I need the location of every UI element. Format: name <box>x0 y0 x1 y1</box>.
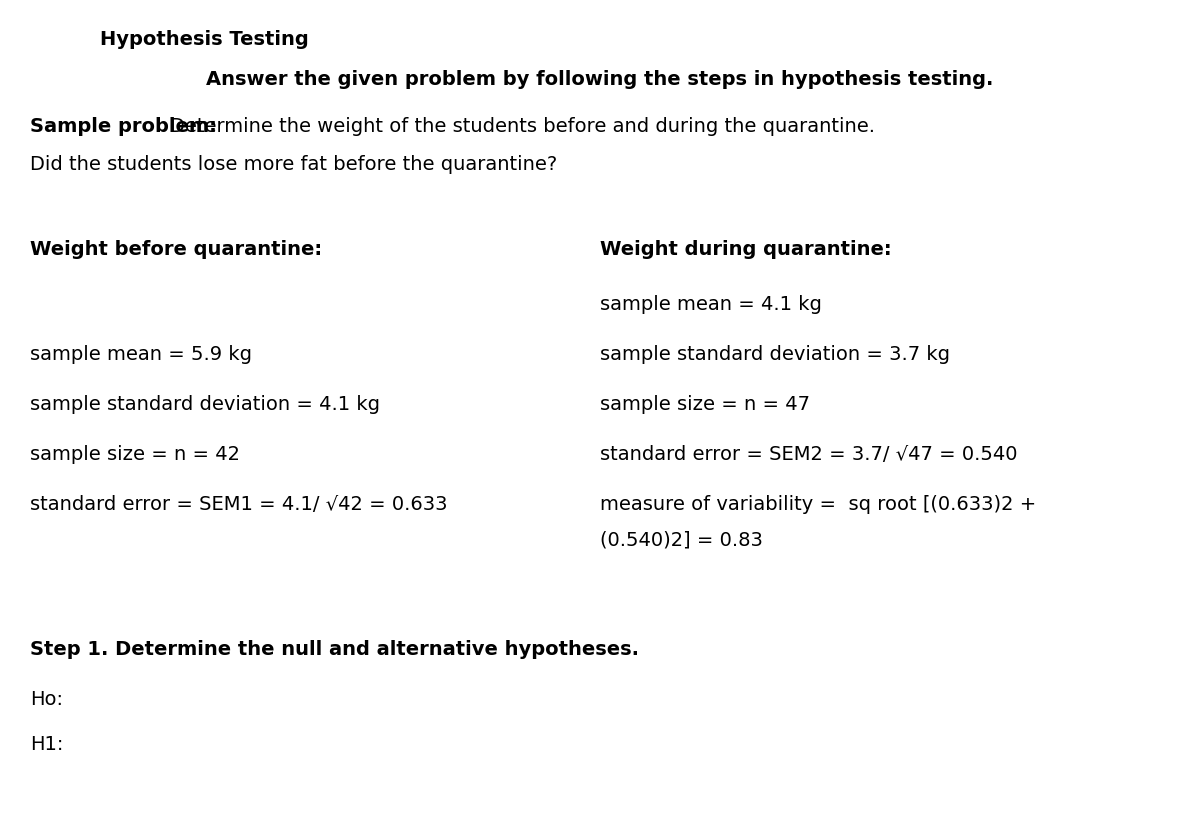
Text: sample size = n = 42: sample size = n = 42 <box>30 445 240 464</box>
Text: Hypothesis Testing: Hypothesis Testing <box>100 30 308 49</box>
Text: H1:: H1: <box>30 735 64 754</box>
Text: sample standard deviation = 4.1 kg: sample standard deviation = 4.1 kg <box>30 395 380 414</box>
Text: Determine the weight of the students before and during the quarantine.: Determine the weight of the students bef… <box>170 117 875 136</box>
Text: Weight before quarantine:: Weight before quarantine: <box>30 240 322 259</box>
Text: (0.540)2] = 0.83: (0.540)2] = 0.83 <box>600 530 763 549</box>
Text: Weight during quarantine:: Weight during quarantine: <box>600 240 892 259</box>
Text: Sample problem:: Sample problem: <box>30 117 217 136</box>
Text: sample size = n = 47: sample size = n = 47 <box>600 395 810 414</box>
Text: Did the students lose more fat before the quarantine?: Did the students lose more fat before th… <box>30 155 557 174</box>
Text: standard error = SEM1 = 4.1/ √42 = 0.633: standard error = SEM1 = 4.1/ √42 = 0.633 <box>30 495 448 514</box>
Text: Step 1. Determine the null and alternative hypotheses.: Step 1. Determine the null and alternati… <box>30 640 640 659</box>
Text: sample standard deviation = 3.7 kg: sample standard deviation = 3.7 kg <box>600 345 950 364</box>
Text: measure of variability =  sq root [(0.633)2 +: measure of variability = sq root [(0.633… <box>600 495 1037 514</box>
Text: sample mean = 5.9 kg: sample mean = 5.9 kg <box>30 345 252 364</box>
Text: sample mean = 4.1 kg: sample mean = 4.1 kg <box>600 295 822 314</box>
Text: Answer the given problem by following the steps in hypothesis testing.: Answer the given problem by following th… <box>206 70 994 89</box>
Text: standard error = SEM2 = 3.7/ √47 = 0.540: standard error = SEM2 = 3.7/ √47 = 0.540 <box>600 445 1018 464</box>
Text: Ho:: Ho: <box>30 690 64 709</box>
